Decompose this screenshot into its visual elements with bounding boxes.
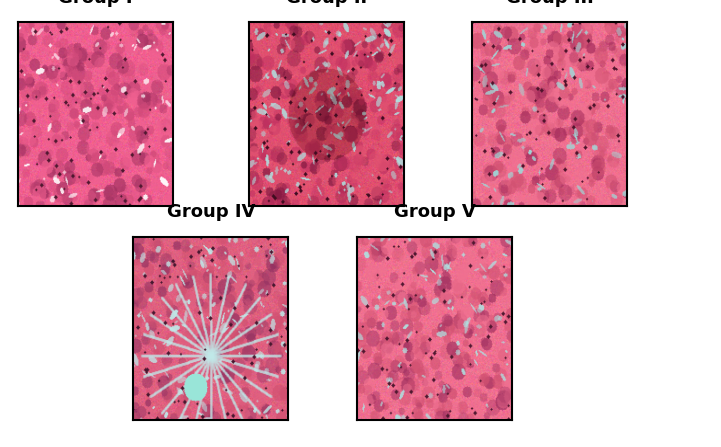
Text: Group V: Group V	[394, 203, 475, 221]
Text: Group IV: Group IV	[167, 203, 255, 221]
Text: Group II: Group II	[286, 0, 367, 7]
Text: Group I: Group I	[58, 0, 133, 7]
Text: Group III: Group III	[506, 0, 593, 7]
